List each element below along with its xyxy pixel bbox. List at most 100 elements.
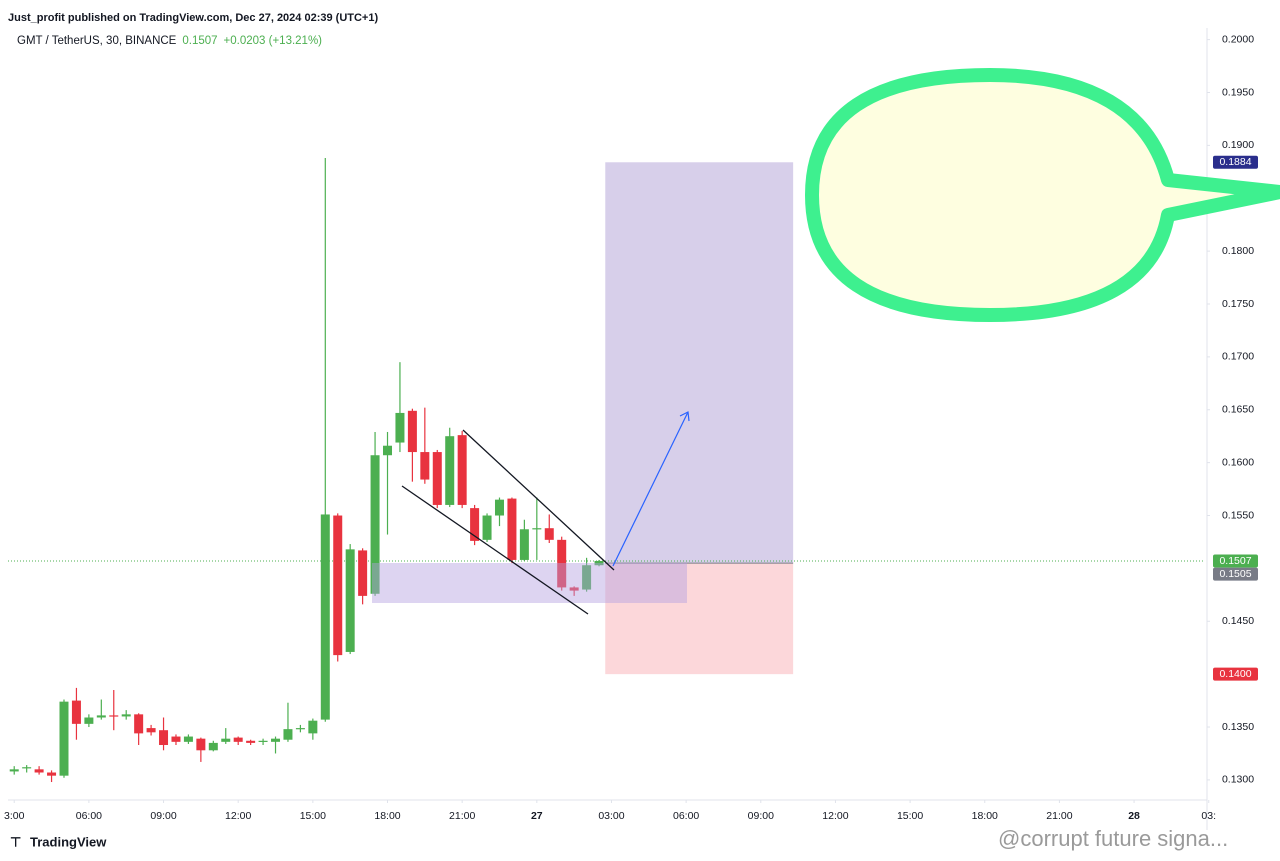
candle-body: [221, 738, 231, 742]
candle-body: [34, 769, 44, 773]
candle-body: [569, 587, 579, 591]
candle-body: [171, 736, 181, 742]
candle-body: [196, 738, 206, 751]
candle-body: [544, 528, 554, 540]
x-tick-label: 18:00: [374, 810, 400, 822]
candle-body: [470, 508, 480, 541]
y-tick-label: 0.2000: [1222, 33, 1254, 45]
publisher: Just_profit published on TradingView.com…: [8, 12, 378, 24]
y-tick-label: 0.1450: [1222, 615, 1254, 627]
price-tag-label: 0.1507: [1219, 555, 1251, 567]
candle-body: [295, 728, 305, 730]
price-tag: [1213, 567, 1258, 581]
candle-body: [582, 565, 592, 590]
candle-body: [457, 435, 467, 505]
y-tick-label: 0.1550: [1222, 509, 1254, 521]
header-change: +0.0203 (+13.21%): [224, 35, 323, 47]
candle-body: [557, 539, 567, 588]
y-tick-label: 0.1600: [1222, 456, 1254, 468]
x-tick-label: 27: [531, 810, 543, 822]
x-tick-label: 21:00: [449, 810, 475, 822]
logo-mark: ⊤: [10, 834, 21, 849]
candle-body: [383, 445, 393, 456]
candle-body: [183, 736, 193, 742]
candle-body: [507, 498, 517, 560]
zone: [372, 563, 687, 603]
x-tick-label: 28: [1128, 810, 1140, 822]
candle-body: [233, 737, 243, 742]
drawings: [372, 411, 690, 615]
y-tick-label: 0.1700: [1222, 351, 1254, 363]
candle-body: [121, 714, 131, 717]
x-tick-label: 3:00: [4, 810, 25, 822]
candle-body: [532, 528, 542, 530]
symbol: GMT / TetherUS, 30, BINANCE 0.1507 +0.0203…: [17, 35, 322, 47]
candle-body: [84, 717, 94, 724]
candle-body: [420, 452, 430, 480]
logo: TradingView: [30, 834, 107, 849]
candle-body: [22, 767, 32, 769]
plot: [8, 158, 1205, 783]
candle-body: [345, 549, 355, 652]
price-tag: [1213, 554, 1258, 568]
x-tick-label: 06:00: [76, 810, 102, 822]
x-tick-label: 12:00: [225, 810, 251, 822]
x-tick-label: 18:00: [972, 810, 998, 822]
price-tag-label: 0.1400: [1219, 668, 1251, 680]
candle-body: [258, 740, 268, 742]
arrow: [612, 411, 689, 567]
candle-body: [370, 455, 380, 594]
price-tag-label: 0.1884: [1219, 156, 1251, 168]
candle-body: [482, 515, 492, 540]
x-tick-label: 06:00: [673, 810, 699, 822]
y-tick-label: 0.1900: [1222, 139, 1254, 151]
y-tick-label: 0.1350: [1222, 721, 1254, 733]
candle-body: [134, 714, 144, 734]
x-tick-label: 15:00: [300, 810, 326, 822]
candle-body: [96, 715, 106, 718]
stop-zone: [605, 563, 794, 675]
candle-body: [109, 715, 119, 717]
candle-body: [271, 738, 281, 742]
price-tag: [1213, 155, 1258, 169]
x-tick-label: 03:00: [598, 810, 624, 822]
watermark: @corrupt future signa...: [998, 826, 1228, 851]
candle-body: [395, 412, 405, 443]
y-tick-label: 0.1650: [1222, 404, 1254, 416]
x-tick-label: 15:00: [897, 810, 923, 822]
candle-body: [445, 436, 455, 505]
arrow-head: [679, 411, 690, 422]
candle-body: [71, 700, 81, 724]
candle-body: [47, 772, 57, 776]
price-tag-label: 0.1505: [1219, 568, 1251, 580]
candle-body: [594, 560, 604, 566]
trend-line: [401, 485, 589, 615]
header-title: GMT / TetherUS, 30, BINANCE: [17, 35, 177, 47]
x-tick-label: 03:: [1201, 810, 1216, 822]
candle-body: [159, 730, 169, 746]
y-tick-label: 0.1800: [1222, 245, 1254, 257]
candle-body: [9, 769, 19, 772]
speech-bubble: [805, 68, 1280, 322]
x-tick-label: 09:00: [748, 810, 774, 822]
candle-body: [283, 729, 293, 740]
candle-body: [208, 742, 218, 751]
candle-body: [308, 720, 318, 734]
candle-body: [407, 410, 417, 453]
candle-body: [59, 701, 69, 776]
candle-body: [146, 728, 156, 733]
header-last-price: 0.1507: [182, 35, 217, 47]
candle-body: [246, 740, 256, 743]
candle-body: [432, 452, 442, 505]
price-tag: [1213, 667, 1258, 681]
candle-body: [320, 514, 330, 720]
target-zone: [605, 162, 794, 564]
x-tick-label: 09:00: [150, 810, 176, 822]
candle-body: [519, 529, 529, 560]
candle-body: [358, 550, 368, 596]
labels: 0.1300 0.1350 0.1450 0.1550 0.1600 0.1650 0.17…: [4, 33, 1258, 822]
trend-line: [462, 429, 615, 571]
candle-body: [494, 499, 504, 516]
